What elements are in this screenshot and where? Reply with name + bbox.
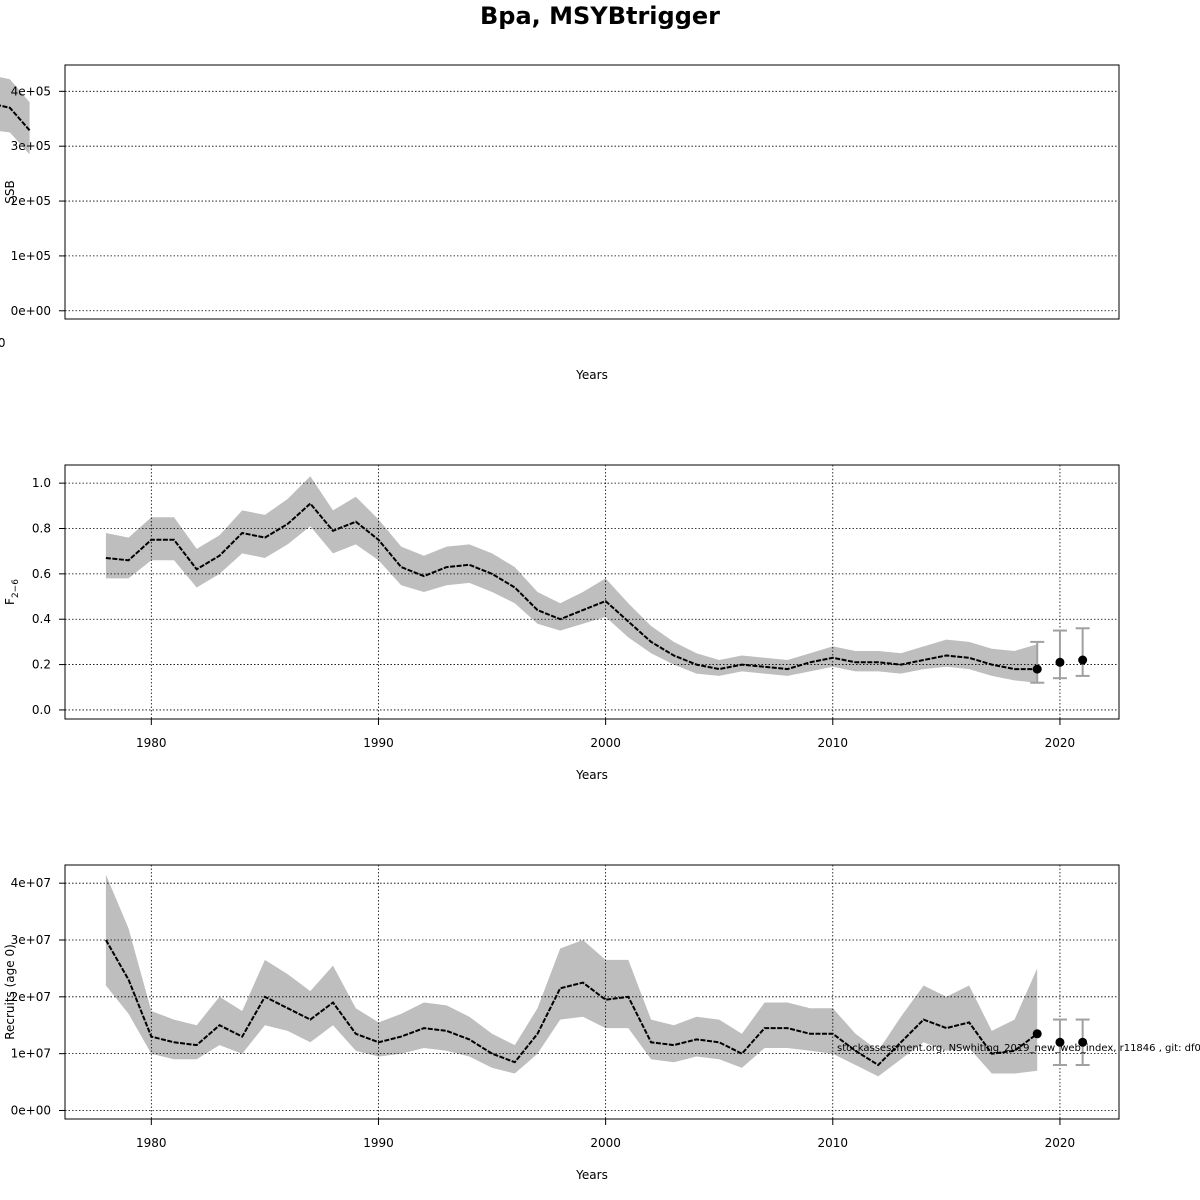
y-tick-label: 0.2 [32,658,51,672]
plot-frame [64,864,1120,1120]
forecast-errorbar [1075,627,1090,677]
y-tick-label: 1e+07 [11,1047,51,1061]
confidence-band [105,874,1038,1077]
y-tick-label: 3e+05 [11,139,51,153]
forecast-point [1055,657,1065,667]
x-tick-label: 1980 [136,1136,167,1150]
x-axis-label: Years [575,1168,608,1182]
x-axis-label: Years [575,768,608,782]
figure-title: Bpa, MSYBtrigger [480,2,720,30]
x-axis-label: Years [575,368,608,382]
y-tick-label: 0.6 [32,567,51,581]
y-tick-label: 1.0 [32,476,51,490]
x-tick-label: 1990 [363,1136,394,1150]
y-tick-label: 4e+05 [11,84,51,98]
plot-frame [64,464,1120,720]
y-tick-label: 0.4 [32,612,51,626]
x-tick-label: 1990 [363,736,394,750]
plot-frame [64,64,1120,320]
footer-text: stockassessment.org, NSwhiting_2019_new_… [837,1043,1200,1054]
forecast-point [1032,664,1042,674]
chart-panel-1: 198019902000201020200e+001e+052e+053e+05… [0,64,1120,382]
y-axis-label: Recruits (age 0) [3,944,17,1040]
y-tick-label: 2e+05 [11,194,51,208]
estimate-line [105,939,1038,1067]
forecast-point [1078,1037,1088,1047]
chart-panel-3: 1980 1990 2000 2010 2020 0e+00 1e+07 2e+07 3e+07… [3,864,1120,1182]
y-tick-label: 4e+07 [11,876,51,890]
y-tick-label: 0.0 [32,703,51,717]
forecast-errorbar [1052,629,1067,680]
x-tick-label: 2000 [590,1136,621,1150]
x-tick-label: 2010 [818,1136,849,1150]
panels: 1980 1990 2000 2010 2020 0e+00 1e+05 2e+05 3e+05… [0,64,1120,1182]
forecast-point [1078,655,1088,665]
y-tick-label: 1e+05 [11,249,51,263]
y-tick-label: 0.8 [32,522,51,536]
forecast-point [1032,1029,1042,1039]
x-tick-label: 1980 [0,336,6,350]
confidence-band [105,476,1038,683]
x-tick-label: 2020 [1045,736,1076,750]
x-tick-label: 1980 [136,736,167,750]
x-tick-label: 2020 [1045,1136,1076,1150]
forecast-point [1055,1037,1065,1047]
y-tick-label: 0e+00 [11,1103,51,1117]
y-tick-label: 2e+07 [11,990,51,1004]
forecast-errorbar [1030,640,1045,684]
y-axis-label: F2−6 [3,579,21,605]
y-axis-label: SSB [3,180,17,203]
estimate-line [105,502,1038,671]
x-tick-label: 2010 [818,736,849,750]
chart-panel-2: 1980 1990 2000 2010 2020 0.0 0.2 0.4 0.6 0.8 1.0 Ye… [3,464,1120,782]
y-tick-label: 3e+07 [11,933,51,947]
y-tick-label: 0e+00 [11,304,51,318]
x-tick-label: 2000 [590,736,621,750]
confidence-band [0,77,30,155]
